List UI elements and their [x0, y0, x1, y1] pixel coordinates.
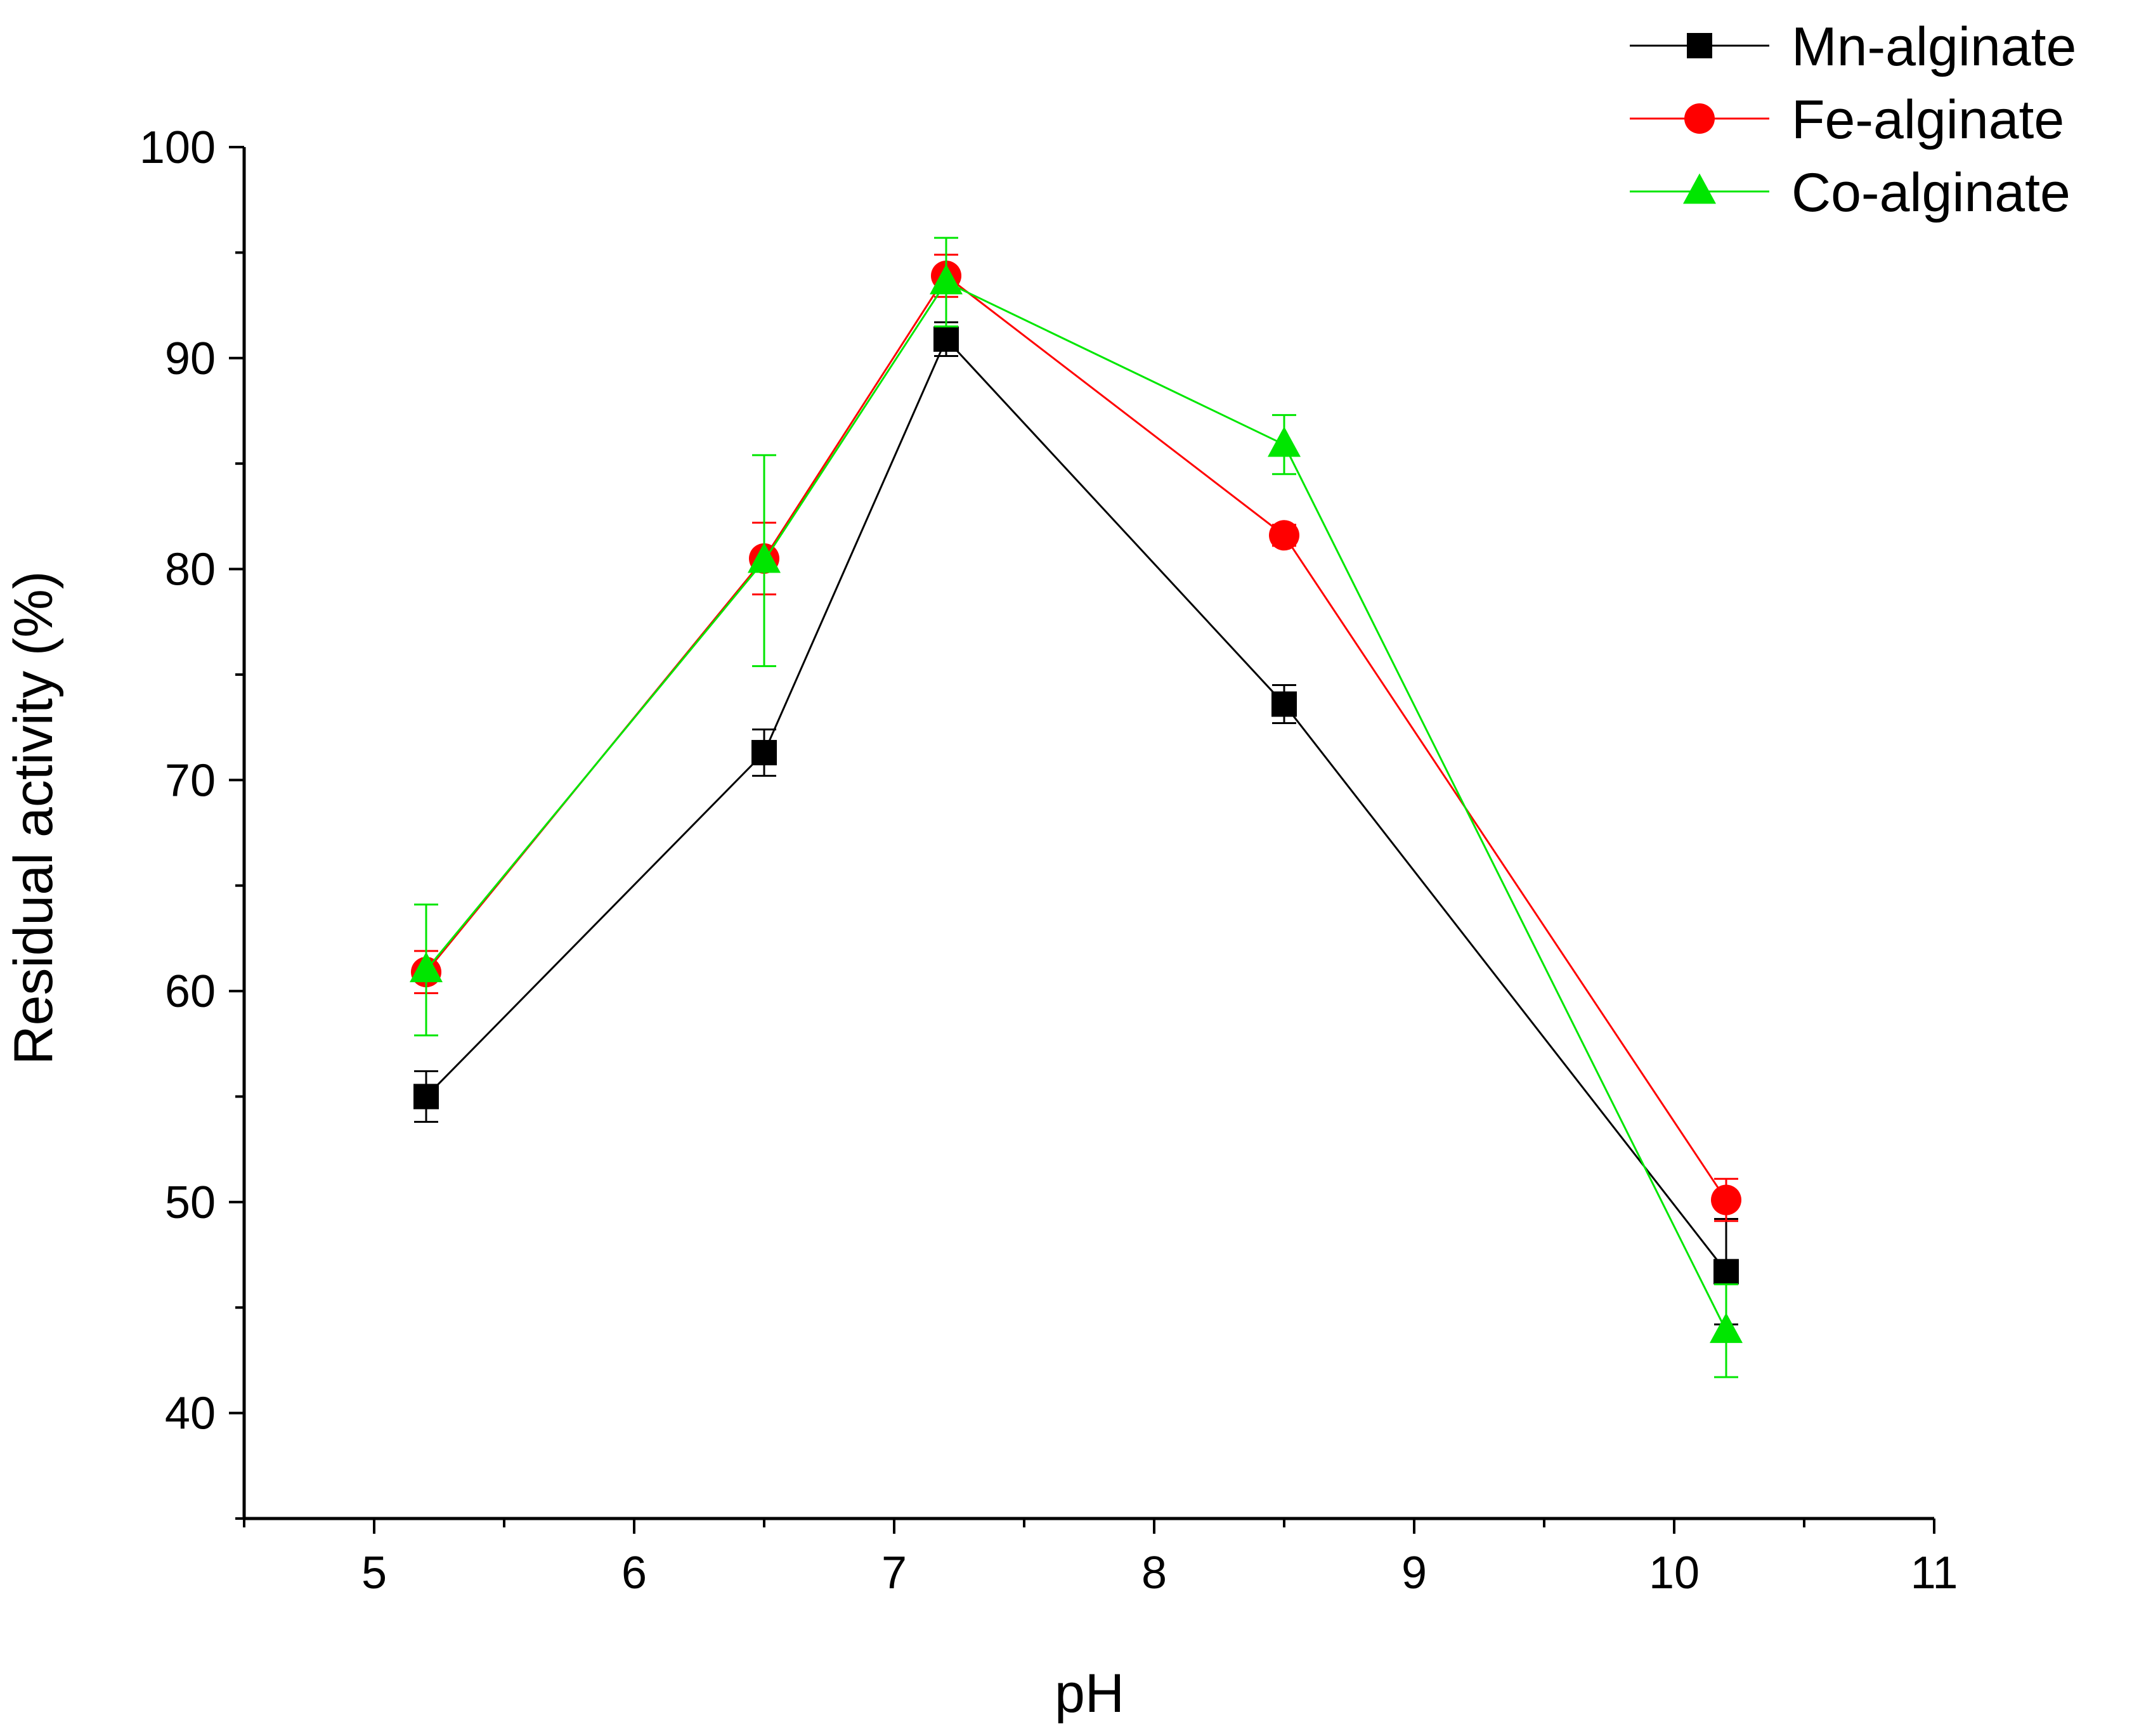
x-tick-label: 10 [1649, 1548, 1700, 1598]
legend-label-co-alginate: Co-alginate [1791, 162, 2071, 223]
axes-layer: 5 6 7 8 9 10 11 40 50 60 70 80 90 100 [140, 122, 1958, 1598]
x-tick-label: 8 [1141, 1548, 1167, 1598]
series-co-alginate [410, 236, 1743, 1378]
mn-alginate-point [1271, 691, 1297, 717]
legend-layer: Mn-alginate Fe-alginate Co-alginate [1630, 16, 2076, 223]
y-tick-label: 90 [165, 334, 216, 384]
co-alginate-point [410, 952, 443, 983]
co-alginate-point [1268, 426, 1301, 457]
fe-alginate-point [1711, 1184, 1741, 1215]
legend-item-mn-alginate: Mn-alginate [1630, 16, 2076, 77]
y-tick-label: 80 [165, 545, 216, 595]
x-tick-label: 9 [1401, 1548, 1427, 1598]
legend-label-mn-alginate: Mn-alginate [1791, 16, 2076, 77]
mn-alginate-point [413, 1084, 439, 1110]
mn-alginate-point [1713, 1259, 1739, 1285]
legend-marker-fe-alginate [1684, 103, 1715, 134]
y-tick-label: 40 [165, 1389, 216, 1439]
mn-alginate-line [425, 337, 1727, 1273]
y-tick-label: 100 [140, 122, 216, 173]
x-tick-label: 5 [361, 1548, 387, 1598]
mn-alginate-point [933, 326, 959, 352]
y-tick-label: 50 [165, 1177, 216, 1228]
co-alginate-point [1710, 1312, 1743, 1344]
co-alginate-point [748, 542, 781, 573]
series-mn-alginate [413, 321, 1739, 1326]
fe-alginate-point [1269, 520, 1299, 551]
x-tick-label: 11 [1911, 1548, 1958, 1598]
legend-item-co-alginate: Co-alginate [1630, 162, 2071, 223]
fe-alginate-line [425, 274, 1727, 1201]
mn-alginate-point [751, 740, 777, 766]
x-tick-label: 7 [881, 1548, 907, 1598]
y-tick-label: 70 [165, 755, 216, 806]
x-tick-label: 6 [621, 1548, 647, 1598]
legend-marker-mn-alginate [1687, 33, 1712, 58]
co-alginate-point [930, 264, 963, 295]
legend-item-fe-alginate: Fe-alginate [1630, 89, 2064, 150]
legend-label-fe-alginate: Fe-alginate [1791, 89, 2064, 150]
y-axis-title: Residual activity (%) [3, 571, 64, 1065]
series-fe-alginate [411, 254, 1741, 1222]
y-tick-label: 60 [165, 966, 216, 1017]
legend-marker-co-alginate [1683, 173, 1716, 204]
co-alginate-line [425, 281, 1727, 1331]
series-layer [410, 236, 1743, 1378]
x-axis-title: pH [1055, 1663, 1124, 1724]
